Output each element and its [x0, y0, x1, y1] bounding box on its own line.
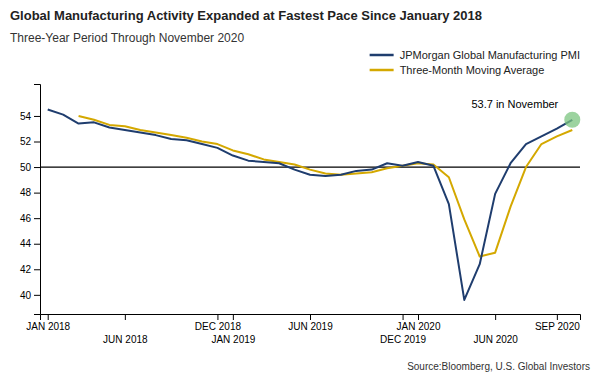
legend-swatch — [370, 69, 394, 72]
y-tick-label: 48 — [20, 187, 32, 198]
x-tick: JAN 2020 — [397, 314, 441, 332]
title: Global Manufacturing Activity Expanded a… — [10, 8, 482, 23]
legend-label: JPMorgan Global Manufacturing PMI — [400, 49, 580, 61]
y-tick-mark — [34, 218, 40, 219]
y-tick-mark — [34, 244, 40, 245]
subtitle: Three-Year Period Through November 2020 — [10, 31, 244, 45]
y-tick-label: 40 — [20, 290, 32, 301]
x-tick: JAN 2018 — [26, 314, 70, 332]
y-tick-label: 44 — [20, 238, 32, 249]
x-tick: SEP 2020 — [535, 314, 580, 332]
x-axis: JAN 2018 JUN 2018 DEC 2018 JAN 2019 JUN 2019… — [26, 314, 580, 345]
y-axis-line — [34, 85, 41, 315]
x-tick-mark — [310, 314, 311, 320]
x-tick-label: DEC 2018 — [195, 321, 242, 332]
x-tick-label: JAN 2019 — [211, 334, 255, 345]
y-tick-label: 54 — [20, 111, 32, 122]
x-tick-mark — [233, 314, 234, 320]
series-line — [48, 110, 573, 300]
x-tick: JAN 2019 — [211, 314, 255, 345]
y-tick-mark — [34, 142, 40, 143]
source: Source:Bloomberg, U.S. Global Investors — [407, 361, 590, 372]
annotation: 53.7 in November — [471, 98, 558, 110]
y-tick-label: 50 — [20, 162, 32, 173]
chart: Global Manufacturing Activity Expanded a… — [0, 0, 600, 376]
x-tick-label: JUN 2019 — [288, 321, 333, 332]
reference-line — [40, 166, 580, 167]
x-tick: DEC 2018 — [195, 314, 242, 332]
legend-swatch — [370, 54, 394, 57]
x-tick-mark — [403, 314, 404, 320]
legend-label: Three-Month Moving Average — [400, 64, 545, 76]
y-tick-mark — [34, 193, 40, 194]
x-tick-mark — [217, 314, 218, 320]
legend-item: JPMorgan Global Manufacturing PMI — [370, 49, 580, 61]
x-tick-mark — [125, 314, 126, 320]
y-axis: 40 42 44 46 48 50 52 54 — [20, 85, 41, 315]
y-tick-mark — [34, 295, 40, 296]
x-tick-label: JUN 2020 — [473, 334, 518, 345]
y-tick-label: 42 — [20, 264, 32, 275]
y-tick: 50 — [20, 162, 40, 173]
y-tick: 48 — [20, 187, 40, 198]
y-tick-mark — [34, 116, 40, 117]
x-axis-line — [41, 315, 581, 321]
x-tick-label: DEC 2019 — [380, 334, 427, 345]
y-tick-mark — [34, 167, 40, 168]
x-tick-label: JUN 2018 — [103, 334, 148, 345]
legend-item: Three-Month Moving Average — [370, 64, 545, 76]
y-tick: 42 — [20, 264, 40, 275]
x-tick-label: SEP 2020 — [535, 321, 580, 332]
x-tick: JUN 2018 — [103, 314, 148, 345]
legend: JPMorgan Global Manufacturing PMI Three-M… — [370, 49, 580, 76]
x-tick: JUN 2019 — [288, 314, 333, 332]
x-tick-label: JAN 2020 — [397, 321, 441, 332]
x-tick: JUN 2020 — [473, 314, 518, 345]
x-tick-mark — [495, 314, 496, 320]
y-tick: 44 — [20, 238, 40, 249]
x-tick-label: JAN 2018 — [26, 321, 70, 332]
y-tick-label: 46 — [20, 213, 32, 224]
y-tick-label: 52 — [20, 136, 32, 147]
x-tick-mark — [418, 314, 419, 320]
x-tick-mark — [557, 314, 558, 320]
x-tick-mark — [48, 314, 49, 320]
y-tick-mark — [34, 269, 40, 270]
y-tick: 46 — [20, 213, 40, 224]
plot-area — [40, 110, 580, 300]
y-tick: 52 — [20, 136, 40, 147]
y-tick: 40 — [20, 290, 40, 301]
annotation-circle — [564, 112, 580, 128]
y-tick: 54 — [20, 111, 40, 122]
